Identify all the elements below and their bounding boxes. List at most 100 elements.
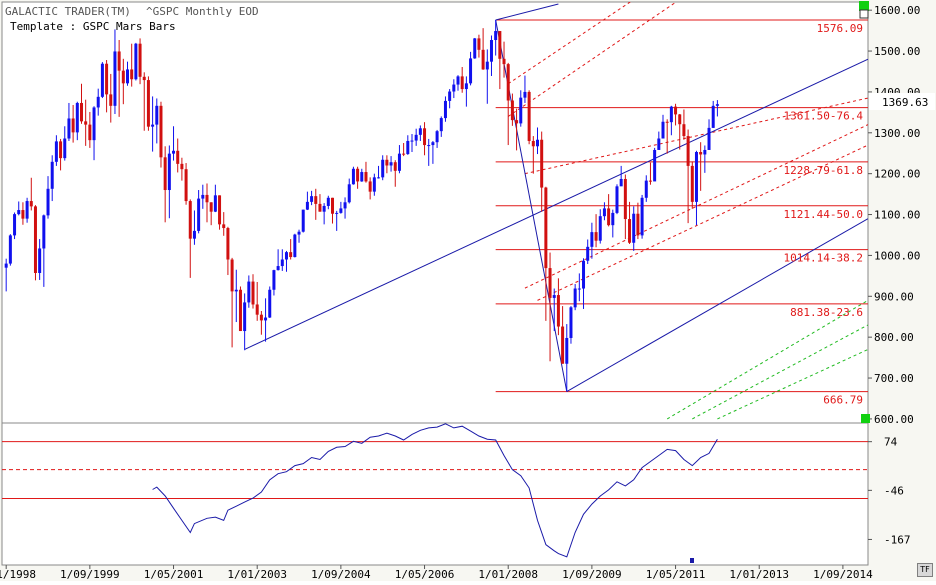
- price-bar: [711, 100, 715, 128]
- bar-body: [431, 142, 435, 146]
- price-bar: [410, 134, 414, 153]
- bar-body: [167, 153, 171, 191]
- channel-line: [717, 348, 868, 420]
- price-bar: [351, 166, 355, 185]
- price-bar: [523, 75, 527, 103]
- price-bar: [665, 119, 669, 154]
- price-bar: [234, 269, 238, 323]
- bar-body: [611, 212, 615, 226]
- time-axis: 1/01/1998 1/09/1999 1/05/2001 1/01/2003 1/09…: [0, 565, 873, 581]
- price-bar: [489, 35, 493, 76]
- time-tick-label: 1/01/2003: [227, 568, 287, 581]
- bar-body: [598, 216, 602, 241]
- symbol-title: ^GSPC Monthly EOD: [146, 5, 259, 18]
- timeframe-button[interactable]: TF: [917, 563, 933, 577]
- bar-body: [694, 152, 698, 202]
- price-bar: [632, 206, 636, 251]
- trend-line: [566, 218, 868, 392]
- price-bar: [88, 111, 92, 148]
- price-bar: [243, 293, 247, 351]
- price-bar: [213, 184, 217, 213]
- fib-level-label: 1361.50-76.4: [784, 110, 864, 123]
- price-bar: [42, 214, 46, 287]
- price-bar: [473, 37, 477, 59]
- price-bar: [180, 157, 184, 181]
- price-bar: [297, 229, 301, 243]
- price-bar: [84, 99, 88, 146]
- price-bar: [335, 210, 339, 231]
- price-bar: [268, 286, 272, 318]
- price-bar: [92, 106, 96, 161]
- price-bar: [561, 306, 565, 364]
- bar-body: [297, 231, 301, 235]
- price-bar: [247, 275, 251, 308]
- last-price-box: [869, 93, 935, 110]
- price-bar: [343, 197, 347, 219]
- price-bar: [314, 188, 318, 220]
- price-bar: [619, 165, 623, 187]
- price-bar: [54, 135, 58, 166]
- price-bar: [515, 108, 519, 151]
- bar-body: [360, 172, 364, 182]
- bar-body: [452, 84, 456, 92]
- oscillator-tick-label: -167: [884, 533, 911, 546]
- price-bar: [661, 114, 665, 139]
- bar-body: [255, 304, 259, 315]
- bar-body: [172, 150, 176, 154]
- price-bar: [259, 311, 263, 335]
- price-bar: [38, 239, 42, 280]
- price-bar: [644, 175, 648, 202]
- bar-body: [594, 232, 598, 241]
- price-bar: [146, 76, 150, 131]
- bar-body: [176, 150, 180, 164]
- price-bar: [105, 60, 109, 113]
- bar-body: [502, 58, 506, 65]
- price-tick-label: 800.00: [874, 331, 914, 344]
- price-tick-label: 600.00: [874, 413, 914, 426]
- price-bar: [163, 146, 167, 223]
- bar-body: [510, 100, 514, 121]
- price-bar: [356, 166, 360, 189]
- bar-body: [519, 97, 523, 124]
- bar-body: [682, 124, 686, 137]
- pane-toggle-button[interactable]: [859, 9, 869, 19]
- channel-line: [507, 2, 678, 117]
- bar-body: [259, 314, 263, 321]
- price-tick-label: 1600.00: [874, 4, 920, 17]
- price-bar: [222, 212, 226, 236]
- price-bar: [33, 205, 37, 281]
- bar-body: [699, 152, 703, 155]
- bar-body: [4, 263, 8, 268]
- price-bar: [469, 51, 473, 86]
- bar-body: [669, 106, 673, 123]
- bar-body: [389, 162, 393, 166]
- time-tick-label: 1/09/2004: [311, 568, 371, 581]
- bar-body: [226, 228, 230, 260]
- price-bar: [25, 197, 29, 223]
- bar-body: [326, 197, 330, 206]
- price-bar: [431, 140, 435, 164]
- bar-body: [188, 201, 192, 239]
- price-bar: [67, 102, 71, 141]
- price-bar: [8, 234, 12, 266]
- price-bar: [130, 43, 134, 87]
- fib-level-labels: 1576.09 1361.50-76.4 1228.79-61.8 1121.44-5…: [784, 22, 864, 407]
- price-bar: [607, 194, 611, 227]
- bar-body: [552, 295, 556, 298]
- bar-body: [213, 195, 217, 212]
- indicator-pane[interactable]: [1, 422, 869, 566]
- channel-line: [666, 299, 868, 420]
- price-bar: [280, 249, 284, 271]
- price-bar: [397, 145, 401, 174]
- price-bar: [117, 40, 121, 117]
- price-bar: [172, 126, 176, 161]
- bar-body: [92, 107, 96, 141]
- bar-body: [377, 177, 381, 179]
- bar-body: [251, 281, 255, 305]
- price-bar: [138, 38, 142, 85]
- bar-body: [607, 208, 611, 226]
- price-bar: [544, 186, 548, 321]
- bar-body: [372, 177, 376, 192]
- bar-body: [46, 188, 50, 216]
